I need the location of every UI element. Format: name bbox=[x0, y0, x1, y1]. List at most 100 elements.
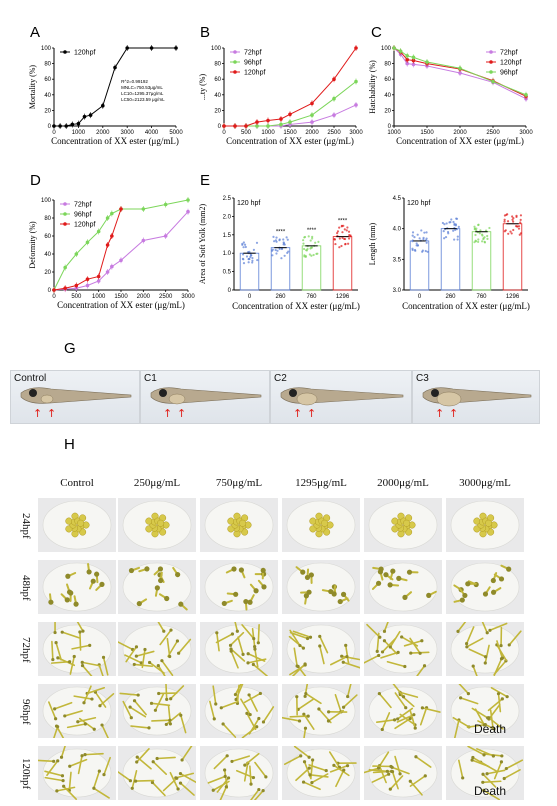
data-point bbox=[392, 46, 396, 50]
larva-drawing bbox=[150, 387, 262, 405]
y-tick-label: 20 bbox=[384, 108, 391, 114]
data-point bbox=[346, 226, 349, 229]
larva-drawing bbox=[422, 387, 532, 407]
y-tick-label: 40 bbox=[44, 252, 51, 258]
data-point bbox=[516, 225, 519, 228]
legend-label: 120hpf bbox=[74, 50, 95, 57]
embryo-drawing bbox=[368, 500, 438, 550]
embryo-photo bbox=[38, 560, 116, 614]
y-tick-label: 60 bbox=[384, 77, 391, 83]
legend-label: 120hpf bbox=[500, 60, 521, 67]
data-point bbox=[85, 277, 90, 281]
data-point bbox=[512, 217, 515, 220]
data-point bbox=[141, 238, 146, 243]
data-point bbox=[517, 227, 521, 230]
data-point bbox=[512, 228, 515, 232]
data-point bbox=[255, 124, 259, 128]
embryo-photo bbox=[364, 622, 442, 676]
y-axis-label: Area of Soft Yolk (mm2) bbox=[198, 204, 207, 285]
legend-label: 96hpf bbox=[244, 60, 262, 67]
data-point bbox=[519, 221, 522, 224]
data-point bbox=[76, 121, 81, 126]
data-point bbox=[286, 251, 289, 254]
x-tick-label: 260 bbox=[275, 294, 286, 300]
x-axis-label: Concentration of XX ester (μg/mL) bbox=[232, 301, 360, 311]
x-tick-label: 1000 bbox=[261, 130, 275, 136]
column-header: 250μg/mL bbox=[133, 477, 181, 489]
larva-image-c2: C2 ↑ ↑ bbox=[270, 370, 412, 424]
x-tick-label: 0 bbox=[222, 130, 226, 136]
embryo-drawing bbox=[119, 684, 192, 736]
data-point bbox=[251, 261, 254, 264]
data-point bbox=[405, 61, 409, 66]
data-point bbox=[52, 124, 56, 128]
embryo-drawing bbox=[450, 684, 520, 738]
embryo-photo bbox=[118, 560, 196, 614]
data-point bbox=[314, 241, 317, 244]
embryo-photo bbox=[38, 498, 116, 552]
data-point bbox=[415, 242, 418, 245]
embryo-drawing bbox=[122, 500, 192, 550]
fit-annotation: LC50=2123.59 μg/mL bbox=[121, 97, 165, 102]
data-point bbox=[445, 222, 448, 225]
embryo-drawing bbox=[283, 746, 357, 798]
data-point bbox=[242, 246, 245, 249]
y-tick-label: 100 bbox=[41, 198, 52, 204]
embryo-photo bbox=[200, 746, 278, 800]
data-point bbox=[113, 65, 117, 70]
x-tick-label: 3000 bbox=[349, 130, 363, 136]
data-point bbox=[506, 213, 509, 216]
data-point bbox=[255, 241, 259, 244]
embryo-photo bbox=[364, 498, 442, 552]
data-point bbox=[333, 237, 336, 241]
larva-image-c1: C1 ↑ ↑ bbox=[140, 370, 270, 424]
data-point bbox=[458, 66, 462, 71]
x-tick-label: 5000 bbox=[169, 130, 183, 136]
data-point bbox=[411, 234, 414, 237]
y-tick-label: 40 bbox=[44, 93, 51, 99]
y-tick-label: 40 bbox=[384, 93, 391, 99]
data-point bbox=[186, 198, 190, 202]
chart-title: 120 hpf bbox=[237, 200, 260, 207]
embryo-drawing bbox=[450, 622, 522, 676]
data-point bbox=[452, 220, 455, 224]
data-point bbox=[354, 79, 358, 84]
x-tick-label: 2000 bbox=[137, 294, 151, 300]
embryo-photo bbox=[446, 498, 524, 552]
data-point bbox=[241, 242, 244, 245]
embryo-photo bbox=[446, 560, 524, 614]
data-point bbox=[274, 239, 277, 242]
embryo-drawing bbox=[286, 624, 360, 676]
data-point bbox=[309, 239, 312, 242]
data-point bbox=[413, 235, 416, 239]
data-point bbox=[308, 253, 311, 256]
x-tick-label: 1500 bbox=[420, 130, 434, 136]
x-tick-label: 760 bbox=[306, 294, 317, 300]
legend-marker bbox=[63, 202, 67, 206]
data-point bbox=[274, 248, 277, 252]
data-point bbox=[332, 113, 336, 117]
data-point bbox=[344, 242, 347, 246]
row-header: 96hpf bbox=[20, 699, 32, 725]
chart-malformation: 0 500 1000 1500 2000 2500 3000 0 20 40 60 80 100 Conc… bbox=[198, 45, 363, 146]
significance-marker: **** bbox=[307, 228, 317, 234]
data-point bbox=[511, 215, 514, 218]
data-point bbox=[63, 265, 67, 270]
data-point bbox=[85, 283, 90, 288]
data-point bbox=[504, 229, 507, 232]
data-point bbox=[336, 232, 339, 235]
row-header: 48hpf bbox=[20, 575, 32, 601]
data-point bbox=[96, 279, 101, 283]
data-point bbox=[512, 220, 515, 223]
data-point bbox=[509, 230, 512, 233]
data-point bbox=[477, 223, 480, 226]
y-tick-label: 0.5 bbox=[223, 270, 232, 276]
y-tick-label: 100 bbox=[41, 46, 52, 52]
data-point bbox=[266, 124, 270, 128]
embryo-drawing bbox=[38, 746, 112, 800]
data-point bbox=[255, 120, 259, 124]
x-tick-label: 1000 bbox=[387, 130, 401, 136]
bar-260 bbox=[270, 247, 291, 291]
data-point bbox=[507, 232, 510, 235]
